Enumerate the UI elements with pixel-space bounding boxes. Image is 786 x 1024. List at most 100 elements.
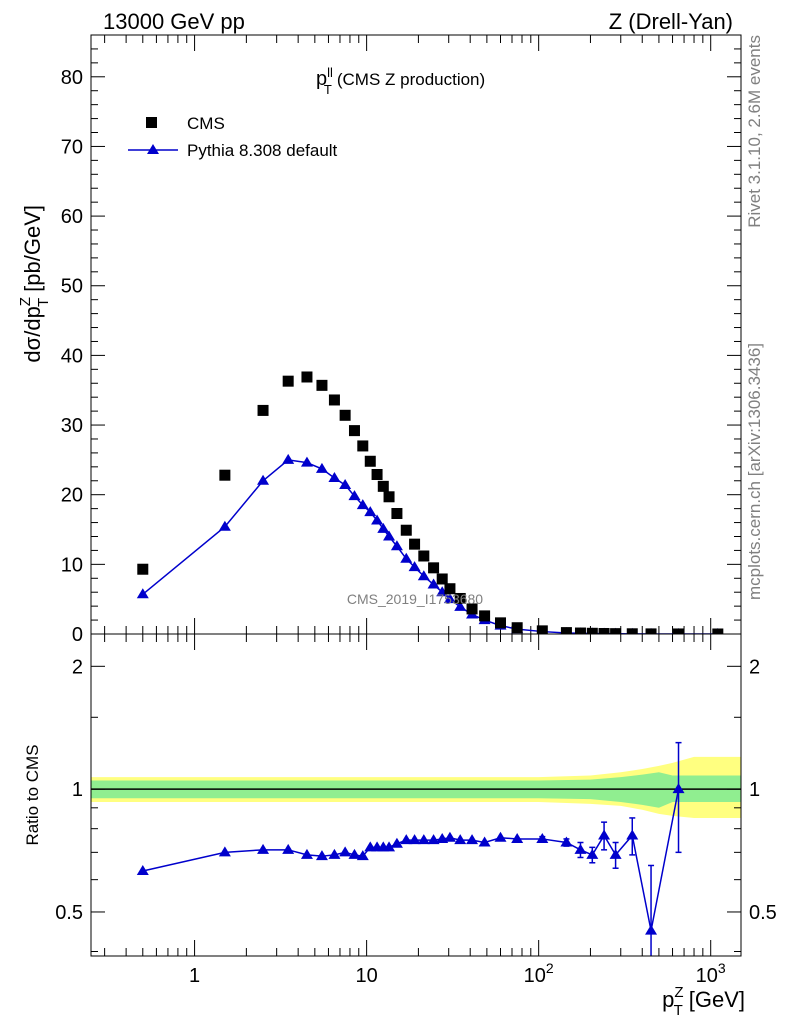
cms-point xyxy=(391,508,403,520)
mc-point xyxy=(348,490,361,501)
mc-point xyxy=(282,453,295,464)
ratio-point xyxy=(560,836,573,847)
mcplots-label: mcplots.cern.ch [arXiv:1306.3436] xyxy=(745,343,764,600)
xlabel: pZ T [GeV] xyxy=(662,984,745,1019)
ratio-point xyxy=(383,841,396,852)
main-title: pll T (CMS Z production) xyxy=(316,65,485,97)
mc-point xyxy=(328,471,341,482)
ratio-point xyxy=(417,834,430,845)
cms-point xyxy=(598,628,610,634)
ratio-point xyxy=(218,846,231,857)
legend-label-cms: CMS xyxy=(187,114,225,133)
ratio-ytick-label: 1 xyxy=(72,779,83,801)
mc-point xyxy=(443,593,456,604)
main-ytick-label: 0 xyxy=(72,624,83,646)
cms-point xyxy=(536,625,548,634)
ylabel-sup: Z xyxy=(17,297,34,306)
cms-point xyxy=(219,469,231,481)
xlabel-rest: [GeV] xyxy=(689,987,745,1012)
ratio-point xyxy=(586,848,599,859)
ratio-uncertainty-bands xyxy=(91,756,741,818)
ratio-point xyxy=(390,837,403,848)
ratio-ytick-label: 2 xyxy=(72,656,83,678)
header-left: 13000 GeV pp xyxy=(103,9,245,34)
cms-point xyxy=(436,573,448,585)
cms-point xyxy=(511,622,523,634)
ratio-ytick-label-right: 2 xyxy=(749,656,760,678)
main-axes: 0 10 20 30 40 50 60 70 80 xyxy=(61,35,741,646)
main-ytick-label: 10 xyxy=(61,554,83,576)
cms-point xyxy=(383,491,395,503)
mc-point xyxy=(136,588,149,599)
main-ytick-label: 30 xyxy=(61,415,83,437)
xlabel-main: p xyxy=(662,987,674,1012)
ratio-point xyxy=(598,829,611,840)
mc-line xyxy=(142,459,718,634)
ratio-point xyxy=(136,865,149,876)
main-series xyxy=(136,371,724,634)
title-sub: T xyxy=(324,82,332,97)
mc-point xyxy=(339,478,352,489)
title-sup: ll xyxy=(327,65,333,80)
cms-point xyxy=(428,562,440,574)
ratio-series xyxy=(136,741,685,956)
mc-point xyxy=(400,552,413,563)
ratio-point xyxy=(328,848,341,859)
ratio-point xyxy=(300,848,313,859)
ratio-ytick-label-right: 0.5 xyxy=(749,902,777,924)
mc-point xyxy=(315,462,328,473)
xlabel-sup: Z xyxy=(674,984,683,1001)
mc-point xyxy=(383,530,396,541)
ratio-ytick-label: 0.5 xyxy=(55,902,83,924)
ratio-ytick-label-right: 1 xyxy=(749,779,760,801)
cms-point xyxy=(364,455,376,467)
ratio-point xyxy=(478,836,491,847)
main-ytick-label: 70 xyxy=(61,136,83,158)
ylabel-sub: T xyxy=(35,298,52,307)
cms-point xyxy=(454,592,466,604)
ratio-xtick-label: 102 xyxy=(524,960,554,987)
main-ytick-label: 40 xyxy=(61,345,83,367)
legend: CMS Pythia 8.308 default xyxy=(128,114,338,160)
ratio-xtick-label: 1 xyxy=(189,965,200,987)
mc-point xyxy=(300,456,313,467)
mc-point xyxy=(454,600,467,611)
ratio-point xyxy=(356,850,369,861)
mc-point xyxy=(377,522,390,533)
ratio-point xyxy=(494,831,507,842)
cms-point xyxy=(377,480,389,492)
ratio-point xyxy=(257,843,270,854)
cms-point xyxy=(400,524,412,536)
ratio-xtick-label: 10 xyxy=(355,965,377,987)
ratio-ylabel: Ratio to CMS xyxy=(23,744,42,845)
ratio-point xyxy=(536,832,549,843)
cms-point xyxy=(328,394,340,406)
main-ytick-label: 60 xyxy=(61,206,83,228)
mc-point xyxy=(427,578,440,589)
cms-point xyxy=(645,628,657,634)
ylabel-main: dσ/dp xyxy=(20,306,45,362)
legend-marker-cms xyxy=(146,117,157,128)
main-ytick-label: 80 xyxy=(61,67,83,89)
ratio-point xyxy=(609,848,622,859)
mc-point xyxy=(218,520,231,531)
cms-point xyxy=(371,468,383,480)
rivet-label: Rivet 3.1.10, 2.6M events xyxy=(745,35,764,228)
ratio-axes: 1 10 102 103 0.5 0.5 1 1 2 2 xyxy=(55,634,777,987)
cms-point xyxy=(418,550,430,562)
main-ytick-label: 50 xyxy=(61,276,83,298)
cms-point xyxy=(348,425,360,437)
ratio-point xyxy=(400,834,413,845)
ratio-point xyxy=(339,846,352,857)
watermark: CMS_2019_I1753680 xyxy=(347,591,483,607)
legend-marker-mc xyxy=(147,144,159,154)
cms-point xyxy=(560,627,572,634)
ratio-point xyxy=(626,829,639,840)
ratio-point xyxy=(454,834,467,845)
cms-point xyxy=(673,628,685,634)
ratio-point xyxy=(408,834,421,845)
ratio-point xyxy=(443,831,456,842)
cms-point xyxy=(257,404,269,416)
cms-point xyxy=(339,409,351,421)
main-ylabel: dσ/dpZT [pb/GeV] xyxy=(17,205,52,363)
